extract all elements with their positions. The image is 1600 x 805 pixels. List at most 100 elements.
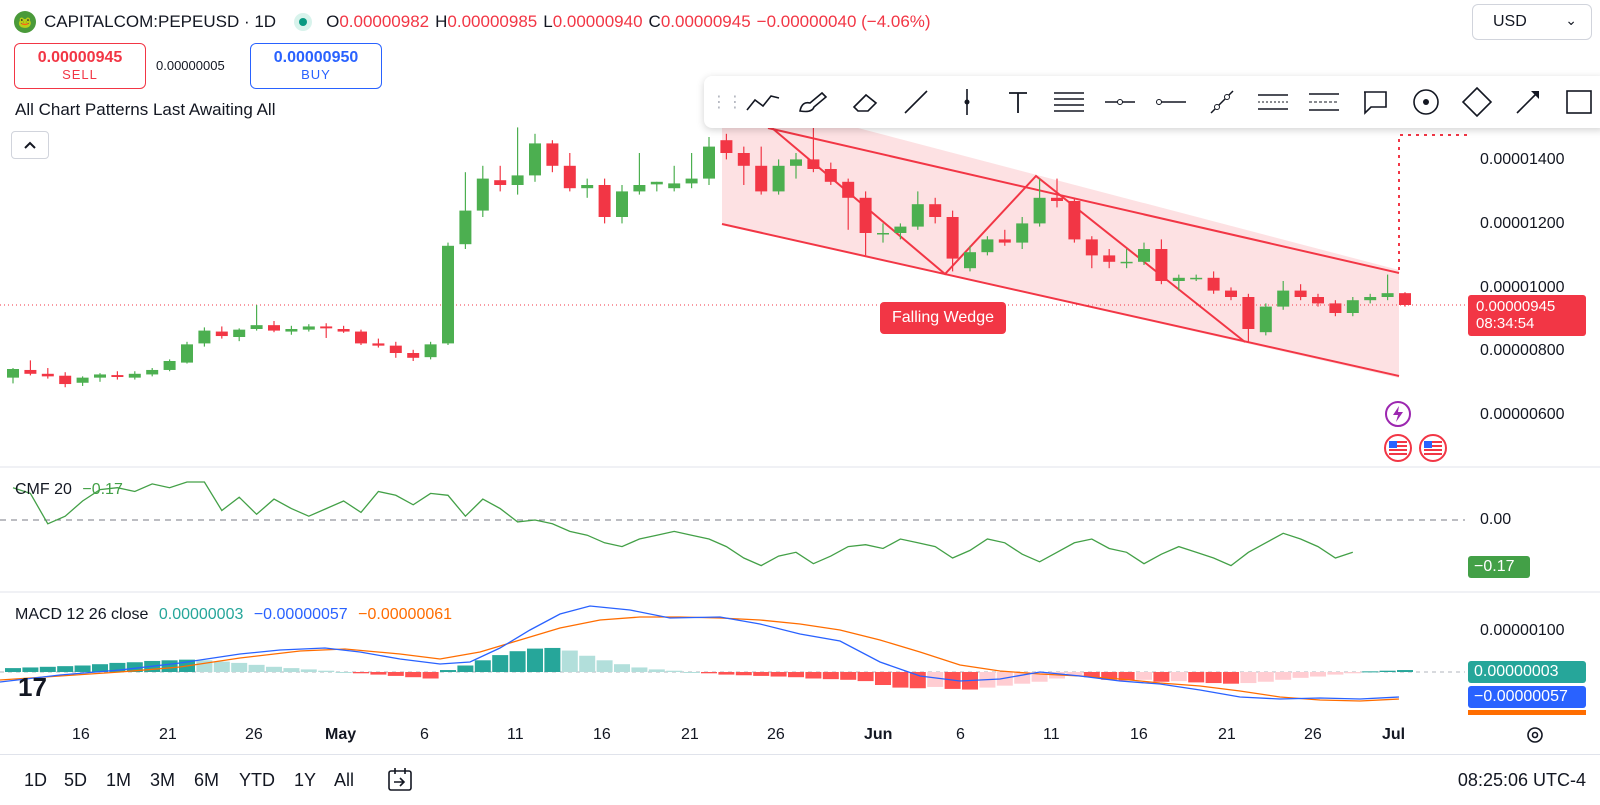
candle-body [685,178,698,184]
falling-wedge-pattern[interactable] [721,127,1468,378]
buy-price: 0.00000950 [273,49,359,66]
candle-body [598,185,611,217]
histogram-bar [318,670,335,672]
circle-tool-icon[interactable] [1400,82,1451,122]
histogram-bar [283,668,300,672]
range-6m[interactable]: 6M [194,770,220,790]
cmf-zero-label: 0.00 [1480,511,1512,528]
buy-label: BUY [301,67,331,82]
ray-tool-icon[interactable] [1196,82,1247,122]
range-3m[interactable]: 3M [150,770,176,790]
histogram-bar [457,665,474,672]
histogram-bar [544,647,561,672]
fib-retracement-tool-icon[interactable] [1044,82,1095,122]
macd-value: −0.00000057 [253,606,348,623]
us-flag-event-icon[interactable] [1383,433,1413,463]
trend-line-tool-icon[interactable] [891,82,942,122]
symbol-title[interactable]: CAPITALCOM:PEPEUSD · 1D [44,12,277,31]
last-price-value: 0.00000945 [1476,298,1556,315]
regression-tool-icon[interactable] [1298,82,1349,122]
histogram-bar [1292,672,1309,678]
range-all[interactable]: All [334,770,355,790]
pattern-label[interactable]: Falling Wedge [880,302,1006,334]
histogram-bar [753,672,770,676]
histogram-bar [892,672,909,688]
cmf-legend[interactable]: CMF 20 −0.17 [15,481,123,499]
ohlc-open: O0.00000982 [326,12,430,31]
price-axis-label: 0.00001400 [1480,151,1565,168]
price-chart[interactable] [0,0,1600,754]
buy-button[interactable]: 0.00000950 BUY [250,43,382,89]
candle-body [76,377,89,383]
sell-price: 0.00000945 [37,49,123,66]
time-axis-label: 11 [507,726,524,743]
histogram-bar [1397,670,1413,672]
macd-hist-badge: 0.00000003 [1468,661,1586,683]
histogram-bar [996,672,1013,686]
candle-body [111,375,124,377]
vertical-line-tool-icon[interactable] [942,82,993,122]
macd-legend[interactable]: MACD 12 26 close 0.00000003 −0.00000057 … [15,606,452,624]
currency-value: USD [1493,13,1527,30]
us-flag-event-icon[interactable] [1418,433,1448,463]
go-to-date-icon[interactable] [386,767,414,793]
settings-gear-icon[interactable] [1524,724,1546,746]
histogram-bar [405,672,422,678]
histogram-bar [1257,672,1274,682]
lightning-event-icon[interactable] [1383,399,1413,429]
rectangle-rotated-tool-icon[interactable] [1451,82,1502,122]
chevron-down-icon: ⌄ [1565,12,1577,28]
histogram-bar [126,662,143,672]
arrow-tool-icon[interactable] [1502,82,1553,122]
histogram-bar [335,672,352,673]
callout-tool-icon[interactable] [1349,82,1400,122]
sell-button[interactable]: 0.00000945 SELL [14,43,146,89]
eraser-tool-icon[interactable] [840,82,891,122]
brush-tool-icon[interactable] [789,82,840,122]
cmf-badge: −0.17 [1468,556,1530,578]
range-1y[interactable]: 1Y [294,770,317,790]
histogram-bar [1362,671,1379,673]
sell-label: SELL [62,67,98,82]
candle-body [1033,197,1046,224]
clock[interactable]: 08:25:06 UTC-4 [1457,770,1586,790]
candle-body [946,217,959,259]
candle-body [650,181,663,185]
candle-body [1190,277,1203,280]
currency-select[interactable]: USD ⌄ [1472,4,1592,40]
signal-badge [1468,710,1586,715]
chevron-up-icon [24,141,36,149]
price-axis-label: 0.00000800 [1480,342,1565,359]
histogram-bar [927,672,944,687]
range-ytd[interactable]: YTD [239,770,275,790]
candle-body [1399,293,1411,305]
candle-body [1381,293,1394,297]
trend-path-tool-icon[interactable] [738,82,789,122]
candle-body [59,375,72,385]
drag-handle-icon[interactable]: ⋮⋮ [711,94,743,111]
histogram-bar [805,672,822,679]
collapse-button[interactable] [11,131,49,159]
bar-countdown: 08:34:54 [1476,315,1535,332]
horizontal-ray-tool-icon[interactable] [1095,82,1146,122]
parallel-channel-tool-icon[interactable] [1247,82,1298,122]
candle-body [511,175,524,185]
rectangle-tool-icon[interactable] [1553,82,1600,122]
histogram-bar [1327,672,1344,675]
histogram-bar [440,670,456,672]
candles [7,124,1411,388]
horizontal-line-tool-icon[interactable] [1146,82,1197,122]
candle-body [529,143,541,176]
histogram-bar [1240,672,1257,684]
histogram-bar [1101,672,1118,680]
range-5d[interactable]: 5D [64,770,88,790]
range-1d[interactable]: 1D [24,770,48,790]
candle-body [494,180,507,185]
histogram-bar [1275,672,1292,680]
histogram-bar [92,664,108,672]
text-tool-icon[interactable] [993,82,1044,122]
study-title[interactable]: All Chart Patterns Last Awaiting All [15,100,276,119]
range-1m[interactable]: 1M [106,770,132,790]
histogram-bar [1153,672,1170,682]
histogram-bar [231,662,248,672]
